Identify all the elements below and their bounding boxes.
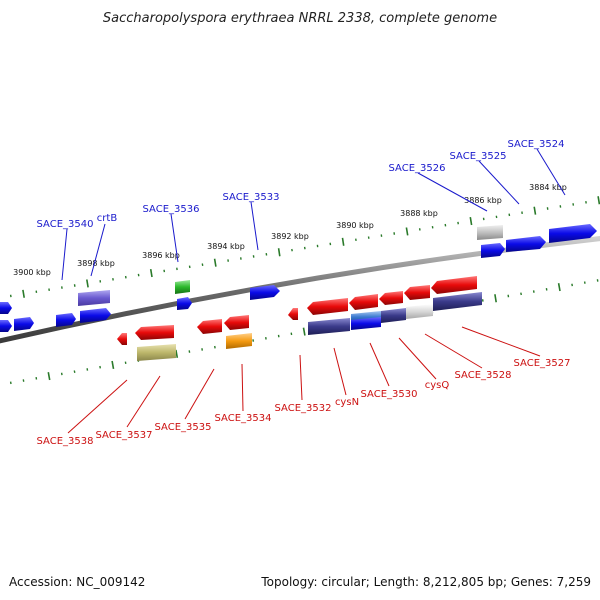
gene-feature[interactable] xyxy=(226,333,252,349)
gene-label-sace3530[interactable]: SACE_3530 xyxy=(361,389,418,400)
gene-arrow[interactable] xyxy=(224,315,249,330)
gene-label-cysn[interactable]: cysN xyxy=(335,397,359,408)
scale-labels: 3900 kbp 3898 kbp 3896 kbp 3894 kbp 3892… xyxy=(13,183,567,277)
scale-major-tick xyxy=(533,206,537,215)
gene-arrow[interactable] xyxy=(80,308,111,323)
gene-label-sace3532[interactable]: SACE_3532 xyxy=(275,403,332,414)
gene-label-crtb[interactable]: crtB xyxy=(97,213,118,224)
scale-major-tick xyxy=(47,372,51,381)
scale-label-3900: 3900 kbp xyxy=(13,268,51,277)
scale-major-tick xyxy=(22,289,25,298)
gene-arrow[interactable] xyxy=(549,224,597,243)
gene-arrow[interactable] xyxy=(177,297,192,310)
gene-feature[interactable] xyxy=(406,304,433,319)
gene-label-sace3528[interactable]: SACE_3528 xyxy=(455,370,512,381)
gene-feature[interactable] xyxy=(78,290,110,306)
gene-feature[interactable] xyxy=(175,280,190,294)
reverse-leader-lines xyxy=(67,326,541,434)
gene-arrow[interactable] xyxy=(379,291,403,305)
gene-label-sace3524[interactable]: SACE_3524 xyxy=(508,139,565,150)
gene-label-sace3534[interactable]: SACE_3534 xyxy=(215,413,272,424)
scale-minor-tick xyxy=(252,339,255,342)
forward-genes xyxy=(0,224,597,332)
gene-label-sace3525[interactable]: SACE_3525 xyxy=(450,151,507,162)
gene-arrow[interactable] xyxy=(250,285,280,300)
gene-arrow[interactable] xyxy=(117,333,127,345)
forward-leader-lines xyxy=(61,148,566,281)
scale-minor-tick xyxy=(520,292,522,296)
gene-arrow[interactable] xyxy=(0,302,12,314)
gene-feature[interactable] xyxy=(351,317,381,330)
reverse-labels: SACE_3538 SACE_3537 SACE_3535 SACE_3534 … xyxy=(37,358,571,447)
scale-label-3884: 3884 kbp xyxy=(529,183,567,192)
scale-major-tick xyxy=(405,227,409,236)
gene-feature[interactable] xyxy=(433,292,482,311)
gene-arrow[interactable] xyxy=(14,317,34,331)
gene-feature[interactable] xyxy=(477,225,503,240)
gene-label-cysq[interactable]: cysQ xyxy=(425,380,450,391)
gene-label-sace3538[interactable]: SACE_3538 xyxy=(37,436,94,447)
map-title: Saccharopolyspora erythraea NRRL 2338, c… xyxy=(103,11,497,26)
gene-feature[interactable] xyxy=(308,318,350,335)
scale-label-3898: 3898 kbp xyxy=(77,259,115,268)
gene-label-sace3527[interactable]: SACE_3527 xyxy=(514,358,571,369)
accession-text: Accession: NC_009142 xyxy=(9,575,145,589)
scale-label-3886: 3886 kbp xyxy=(464,196,502,205)
gene-arrow[interactable] xyxy=(307,298,348,315)
gene-arrow[interactable] xyxy=(135,325,174,340)
scale-major-tick xyxy=(86,279,89,288)
gene-label-sace3536[interactable]: SACE_3536 xyxy=(143,204,200,215)
gene-label-sace3537[interactable]: SACE_3537 xyxy=(96,430,153,441)
gene-feature[interactable] xyxy=(381,308,406,323)
gene-arrow[interactable] xyxy=(0,320,12,332)
gene-label-sace3533[interactable]: SACE_3533 xyxy=(223,192,280,203)
scale-label-3888: 3888 kbp xyxy=(400,209,438,218)
genome-summary-text: Topology: circular; Length: 8,212,805 bp… xyxy=(260,575,591,589)
gene-arrow[interactable] xyxy=(349,294,378,310)
scale-minor-tick xyxy=(73,370,76,373)
scale-label-3896: 3896 kbp xyxy=(142,251,180,260)
scale-major-tick xyxy=(469,216,473,226)
gene-arrow[interactable] xyxy=(56,313,76,327)
scale-label-3890: 3890 kbp xyxy=(336,221,374,230)
scale-major-tick xyxy=(175,349,179,358)
gene-feature[interactable] xyxy=(137,344,176,361)
scale-major-tick xyxy=(302,327,306,336)
scale-major-tick xyxy=(557,283,561,292)
gene-label-sace3526[interactable]: SACE_3526 xyxy=(389,163,446,174)
gene-arrow[interactable] xyxy=(481,243,505,258)
gene-arrow[interactable] xyxy=(506,236,546,252)
scale-major-tick xyxy=(149,268,153,278)
reverse-genes xyxy=(117,276,482,361)
scale-major-tick xyxy=(597,196,600,205)
gene-arrow[interactable] xyxy=(288,308,298,320)
scale-major-tick xyxy=(277,248,281,257)
scale-label-3892: 3892 kbp xyxy=(271,232,309,241)
scale-major-tick xyxy=(494,294,497,303)
gene-arrow[interactable] xyxy=(431,276,477,294)
gene-arrow[interactable] xyxy=(404,285,430,300)
outer-scale-track xyxy=(9,196,600,298)
scale-major-tick xyxy=(213,258,217,267)
genome-backbone xyxy=(0,236,600,344)
scale-label-3894: 3894 kbp xyxy=(207,242,245,251)
gene-label-sace3535[interactable]: SACE_3535 xyxy=(155,422,212,433)
forward-labels: SACE_3540 crtB SACE_3536 SACE_3533 SACE_… xyxy=(37,139,565,230)
scale-major-tick xyxy=(111,360,115,370)
scale-major-tick xyxy=(341,237,345,246)
gene-arrow[interactable] xyxy=(197,319,222,334)
gene-label-sace3540[interactable]: SACE_3540 xyxy=(37,219,94,230)
